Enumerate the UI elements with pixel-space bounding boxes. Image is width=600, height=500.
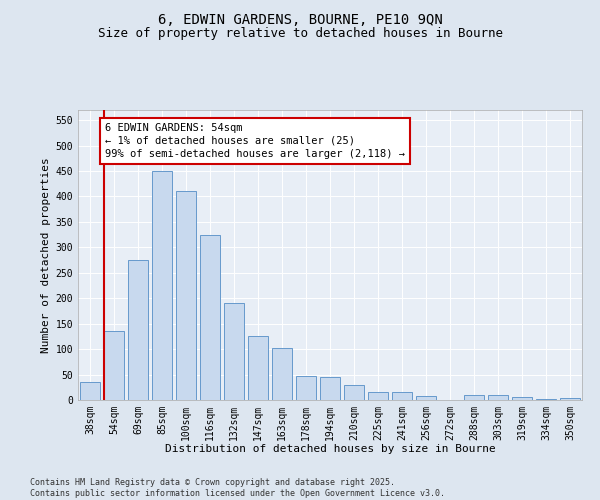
Bar [200, 234, 220, 400]
Text: Contains HM Land Registry data © Crown copyright and database right 2025.
Contai: Contains HM Land Registry data © Crown c… [30, 478, 445, 498]
Y-axis label: Number of detached properties: Number of detached properties [41, 157, 52, 353]
Bar [392, 392, 412, 400]
Bar [248, 336, 268, 400]
Bar [560, 398, 580, 400]
Bar [176, 192, 196, 400]
Bar [464, 395, 484, 400]
Bar [416, 396, 436, 400]
Bar [272, 348, 292, 400]
Bar [296, 376, 316, 400]
Text: 6, EDWIN GARDENS, BOURNE, PE10 9QN: 6, EDWIN GARDENS, BOURNE, PE10 9QN [158, 12, 442, 26]
Bar [488, 395, 508, 400]
Bar [80, 382, 100, 400]
Bar [224, 304, 244, 400]
X-axis label: Distribution of detached houses by size in Bourne: Distribution of detached houses by size … [164, 444, 496, 454]
Bar [368, 392, 388, 400]
Text: Size of property relative to detached houses in Bourne: Size of property relative to detached ho… [97, 28, 503, 40]
Bar [104, 332, 124, 400]
Bar [152, 171, 172, 400]
Bar [320, 377, 340, 400]
Bar [536, 399, 556, 400]
Bar [128, 260, 148, 400]
Bar [344, 384, 364, 400]
Text: 6 EDWIN GARDENS: 54sqm
← 1% of detached houses are smaller (25)
99% of semi-deta: 6 EDWIN GARDENS: 54sqm ← 1% of detached … [105, 122, 405, 159]
Bar [512, 398, 532, 400]
